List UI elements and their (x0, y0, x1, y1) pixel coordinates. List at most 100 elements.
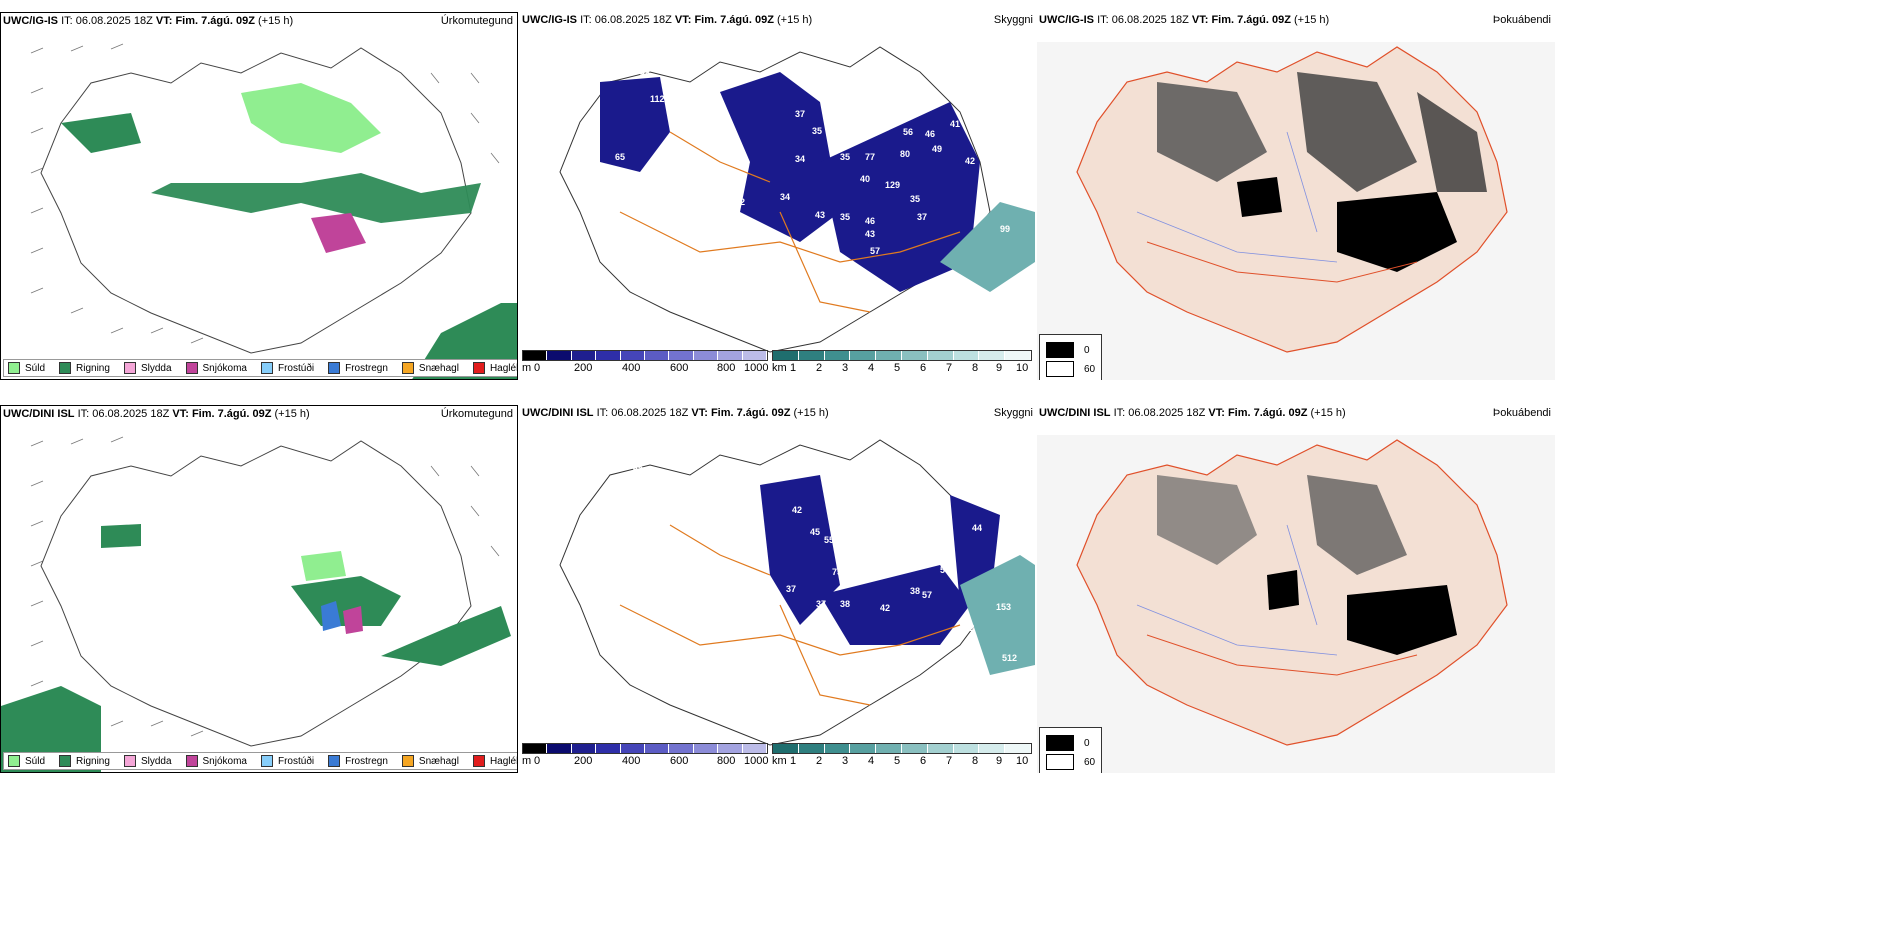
fog-type-label-top: Þokuábendi (1492, 14, 1551, 26)
precip-legend-top: Súld Rigning Slydda Snjókoma Frostúði Fr… (3, 359, 517, 377)
cloud-header-top: UWC/IG-IS IT: 06.08.2025 18Z VT: Fim. 7.… (522, 14, 813, 26)
precip-map-top (30, 43, 517, 379)
svg-text:35: 35 (812, 126, 822, 136)
svg-text:46: 46 (865, 216, 875, 226)
svg-text:35: 35 (840, 212, 850, 222)
legend-item: Rigning (59, 362, 110, 374)
svg-text:37: 37 (816, 599, 826, 609)
precip-type-label-top: Úrkomutegund (440, 15, 513, 27)
svg-text:87: 87 (923, 94, 933, 104)
svg-text:112: 112 (960, 623, 975, 633)
legend-item: Snæhagl (401, 755, 459, 767)
svg-text:42: 42 (792, 505, 802, 515)
road-network (619, 131, 961, 313)
svg-text:56: 56 (733, 588, 743, 598)
legend-item: Slydda (123, 362, 172, 374)
svg-text:57: 57 (922, 590, 932, 600)
svg-text:43: 43 (872, 661, 882, 671)
svg-text:46: 46 (925, 129, 935, 139)
svg-text:53: 53 (730, 209, 740, 219)
cloud-panel-bottom: 45 12 50 60 56 37 37 38 42 38 57 54 66 51 60 44 91 75… (520, 405, 1035, 773)
precip-panel-bottom: UWC/DINI ISL IT: 06.08.2025 18Z VT: Fim.… (0, 405, 518, 773)
svg-text:99: 99 (1000, 224, 1010, 234)
cloud-panel-top: 73 48 112 65 73 41 55 50 52 53 34 37 35 34 43 35 46 4… (520, 12, 1035, 380)
fog-type-label-bottom: Þokuábendi (1492, 407, 1551, 419)
svg-text:37: 37 (917, 212, 927, 222)
precip-type-label-bottom: Úrkomutegund (440, 408, 513, 420)
svg-text:57: 57 (870, 246, 880, 256)
svg-text:112: 112 (650, 94, 665, 104)
svg-text:52: 52 (735, 197, 745, 207)
cloud-header-bottom: UWC/DINI ISL IT: 06.08.2025 18Z VT: Fim.… (522, 407, 829, 419)
svg-text:77: 77 (865, 152, 875, 162)
svg-text:41: 41 (600, 184, 610, 194)
precip-header-bottom: UWC/DINI ISL IT: 06.08.2025 18Z VT: Fim.… (3, 408, 310, 420)
fog-header-top: UWC/IG-IS IT: 06.08.2025 18Z VT: Fim. 7.… (1039, 14, 1330, 26)
fog-header-bottom: UWC/DINI ISL IT: 06.08.2025 18Z VT: Fim.… (1039, 407, 1346, 419)
svg-text:49: 49 (932, 144, 942, 154)
svg-text:34: 34 (795, 154, 805, 164)
visibility-colorbar-bottom: km 1 2 3 4 5 6 7 8 9 10 (772, 743, 1032, 768)
ceiling-bar (522, 350, 768, 361)
svg-text:73: 73 (620, 68, 630, 78)
legend-item: Frostregn (328, 755, 388, 767)
svg-text:80: 80 (900, 149, 910, 159)
svg-text:50: 50 (652, 195, 662, 205)
fog-map-top (1037, 42, 1555, 380)
svg-text:43: 43 (815, 210, 825, 220)
svg-text:35: 35 (910, 194, 920, 204)
legend-item: Rigning (59, 755, 110, 767)
precip-header-top: UWC/IG-IS IT: 06.08.2025 18Z VT: Fim. 7.… (3, 15, 294, 27)
legend-item: Haglél (472, 362, 517, 374)
svg-text:56: 56 (903, 127, 913, 137)
svg-text:45: 45 (810, 527, 820, 537)
fog-map-bottom (1037, 435, 1555, 773)
svg-text:45: 45 (633, 463, 643, 473)
visibility-colorbar-top: km 1 2 3 4 5 6 7 8 9 10 (772, 350, 1032, 375)
precip-map-bottom (1, 436, 511, 772)
fog-panel-top: UWC/IG-IS IT: 06.08.2025 18Z VT: Fim. 7.… (1037, 12, 1555, 380)
precip-panel-top: UWC/IG-IS IT: 06.08.2025 18Z VT: Fim. 7.… (0, 12, 518, 380)
svg-text:38: 38 (910, 586, 920, 596)
svg-text:51: 51 (895, 99, 905, 109)
legend-item: Haglél (472, 755, 517, 767)
legend-item: Snjókoma (185, 362, 247, 374)
legend-item: Frostregn (328, 362, 388, 374)
svg-text:34: 34 (780, 192, 790, 202)
legend-item: Frostúði (260, 362, 314, 374)
svg-text:153: 153 (996, 602, 1011, 612)
legend-item: Snæhagl (401, 362, 459, 374)
fog-legend-bottom: 0 60 (1039, 727, 1103, 773)
svg-text:35: 35 (840, 152, 850, 162)
svg-text:42: 42 (965, 156, 975, 166)
svg-text:37: 37 (795, 109, 805, 119)
fog-panel-bottom: UWC/DINI ISL IT: 06.08.2025 18Z VT: Fim.… (1037, 405, 1555, 773)
ceiling-colorbar-bottom: m 0 200 400 600 800 1000 (522, 743, 768, 768)
svg-text:43: 43 (865, 229, 875, 239)
precip-legend-bottom: Súld Rigning Slydda Snjókoma Frostúði Fr… (3, 752, 517, 770)
svg-text:91: 91 (900, 508, 910, 518)
svg-text:65: 65 (615, 152, 625, 162)
svg-text:75: 75 (832, 567, 842, 577)
svg-text:48: 48 (640, 68, 650, 78)
svg-text:42: 42 (880, 603, 890, 613)
svg-text:54: 54 (940, 565, 950, 575)
svg-text:512: 512 (1002, 653, 1017, 663)
svg-text:55: 55 (824, 535, 834, 545)
legend-item: Snjókoma (185, 755, 247, 767)
svg-text:38: 38 (840, 599, 850, 609)
legend-item: Súld (8, 362, 45, 374)
legend-item: Súld (8, 755, 45, 767)
fog-legend-top: 0 60 (1039, 334, 1103, 380)
cloud-type-label-bottom: Skyggni (993, 407, 1033, 419)
cloud-type-label-top: Skyggni (993, 14, 1033, 26)
svg-text:37: 37 (786, 584, 796, 594)
svg-text:41: 41 (675, 179, 685, 189)
wind-barbs (30, 43, 500, 344)
svg-text:73: 73 (670, 149, 680, 159)
svg-text:41: 41 (950, 119, 960, 129)
legend-item: Frostúði (260, 755, 314, 767)
